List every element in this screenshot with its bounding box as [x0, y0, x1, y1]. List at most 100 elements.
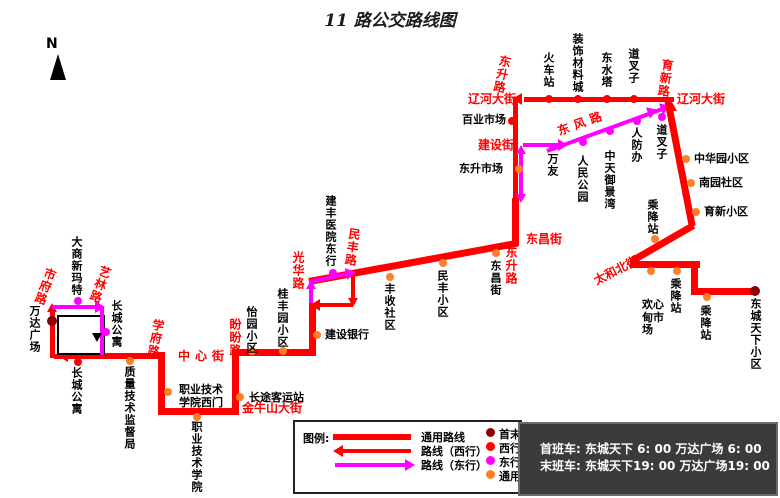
- station-label: 桂丰园小区: [276, 288, 289, 348]
- route-loop-west-down: [351, 276, 355, 300]
- station-label: 万友: [546, 153, 559, 177]
- street-label: 东升路: [490, 53, 513, 95]
- station-label: 东昌街: [489, 260, 502, 296]
- station-dot: [703, 293, 711, 301]
- station-dot: [658, 113, 666, 121]
- block-down-arrow-icon: [92, 333, 102, 342]
- station-dot: [164, 388, 172, 396]
- station-label: 东城天下小区: [749, 298, 762, 370]
- station-label: 乘降站: [699, 305, 712, 341]
- station-dot: [313, 331, 321, 339]
- station-dot: [74, 358, 82, 366]
- east-up-arrow-icon: [306, 280, 316, 289]
- station-label: 欢心甸市场: [642, 298, 664, 337]
- schedule-first-bus: 首班车: 东城天下 6: 00 万达广场 6: 00: [540, 442, 762, 456]
- station-label: 育新小区: [704, 205, 748, 218]
- legend-west-line-sample: [341, 449, 411, 453]
- route-xuefu: [158, 352, 165, 415]
- station-label: 建设银行: [325, 328, 369, 341]
- north-arrow-icon: N: [46, 36, 66, 80]
- station-dot: [515, 165, 523, 173]
- legend-terminal-dot: [486, 428, 495, 437]
- station-dot: [102, 328, 110, 336]
- street-label: 东风路: [555, 107, 609, 139]
- station-label: 人防办: [630, 127, 643, 163]
- station-dot: [74, 297, 82, 305]
- route-zhongxin: [232, 349, 316, 356]
- street-label: 东昌街: [526, 232, 563, 246]
- route-yuxin-shared: [664, 100, 696, 227]
- station-label: 质量技术监督局: [123, 366, 136, 450]
- station-dot: [692, 208, 700, 216]
- station-dot: [647, 267, 655, 275]
- station-dot: [630, 95, 638, 103]
- station-label: 中天御景湾: [603, 150, 616, 210]
- legend-east-arrow-icon: [405, 459, 415, 471]
- station-dot: [126, 357, 134, 365]
- station-label: 东升市场: [459, 162, 503, 175]
- station-label: 长城公寓: [70, 367, 83, 415]
- street-label: 辽河大街: [677, 92, 726, 106]
- route-wanda-west-up: [50, 311, 55, 358]
- route-to-terminal: [691, 288, 758, 295]
- map-title: 11 路公交路线图: [324, 11, 456, 31]
- route-dongsheng-east: [519, 153, 523, 195]
- legend-common-dot: [486, 470, 495, 479]
- station-label: 火车站: [542, 52, 555, 88]
- station-dot: [439, 259, 447, 267]
- station-dot: [279, 347, 287, 355]
- route-dongsheng-west: [513, 99, 518, 200]
- route-loop-east-up: [309, 288, 313, 306]
- station-dot: [492, 249, 500, 257]
- station-label: 大商新玛特: [70, 236, 83, 296]
- station-label: 东水塔: [600, 52, 613, 88]
- station-dot: [236, 393, 244, 401]
- street-label: 建设街: [478, 138, 515, 152]
- legend-west-dot: [486, 442, 495, 451]
- station-label: 乘降站: [646, 199, 659, 235]
- legend-label: 路线（西行）: [421, 445, 487, 458]
- route-dongchang-diagonal: [308, 239, 519, 285]
- station-dot: [545, 95, 553, 103]
- legend-label: 路线（东行）: [421, 459, 487, 472]
- station-dot: [508, 117, 516, 125]
- route-panpan: [232, 349, 239, 415]
- station-label: 职业技术学院: [190, 421, 203, 493]
- terminal-dot: [47, 316, 57, 326]
- route-taihe-east: [630, 261, 700, 268]
- legend-shared-line-sample: [333, 434, 411, 440]
- station-dot: [574, 95, 582, 103]
- station-dot: [687, 179, 695, 187]
- schedule-box: 首班车: 东城天下 6: 00 万达广场 6: 00 末班车: 东城天下19: …: [518, 422, 778, 496]
- street-label: 太和北街: [591, 253, 641, 288]
- station-dot: [633, 117, 641, 125]
- station-label: 职业技术学院西门: [179, 383, 223, 409]
- station-label: 乘降站: [669, 278, 682, 314]
- north-triangle-icon: [50, 54, 66, 80]
- legend-box: 图例: 通用路线 路线（西行） 路线（东行） 首末站 西行站 东行站 通用站: [293, 420, 532, 494]
- station-label: 丰收社区: [383, 283, 396, 331]
- legend-west-arrow-icon: [333, 445, 343, 457]
- station-label: 长城公寓: [110, 300, 123, 348]
- station-label: 怡园小区: [245, 306, 258, 354]
- street-label: 市府路: [31, 265, 59, 308]
- street-label: 育新路: [655, 57, 675, 99]
- station-label: 中华园小区: [694, 152, 749, 165]
- street-label: 艺林路: [86, 263, 114, 306]
- station-label: 万达广场: [28, 305, 41, 353]
- route-loop-west-left: [319, 303, 353, 307]
- west-down-arrow-icon: [348, 298, 358, 307]
- route-jianshe-east: [523, 143, 559, 147]
- station-label: 道叉子: [627, 48, 640, 84]
- station-dot: [673, 267, 681, 275]
- station-label: 百业市场: [462, 113, 506, 126]
- station-dot: [579, 138, 587, 146]
- route-dongsheng-shared: [512, 198, 519, 246]
- station-label: 民丰小区: [436, 270, 449, 318]
- station-dot: [606, 127, 614, 135]
- street-label: 东升路: [504, 246, 518, 285]
- route-wanda-west-bottom: [54, 354, 104, 359]
- station-dot: [682, 155, 690, 163]
- station-dot: [329, 269, 337, 277]
- west-arrow-icon: [58, 350, 68, 362]
